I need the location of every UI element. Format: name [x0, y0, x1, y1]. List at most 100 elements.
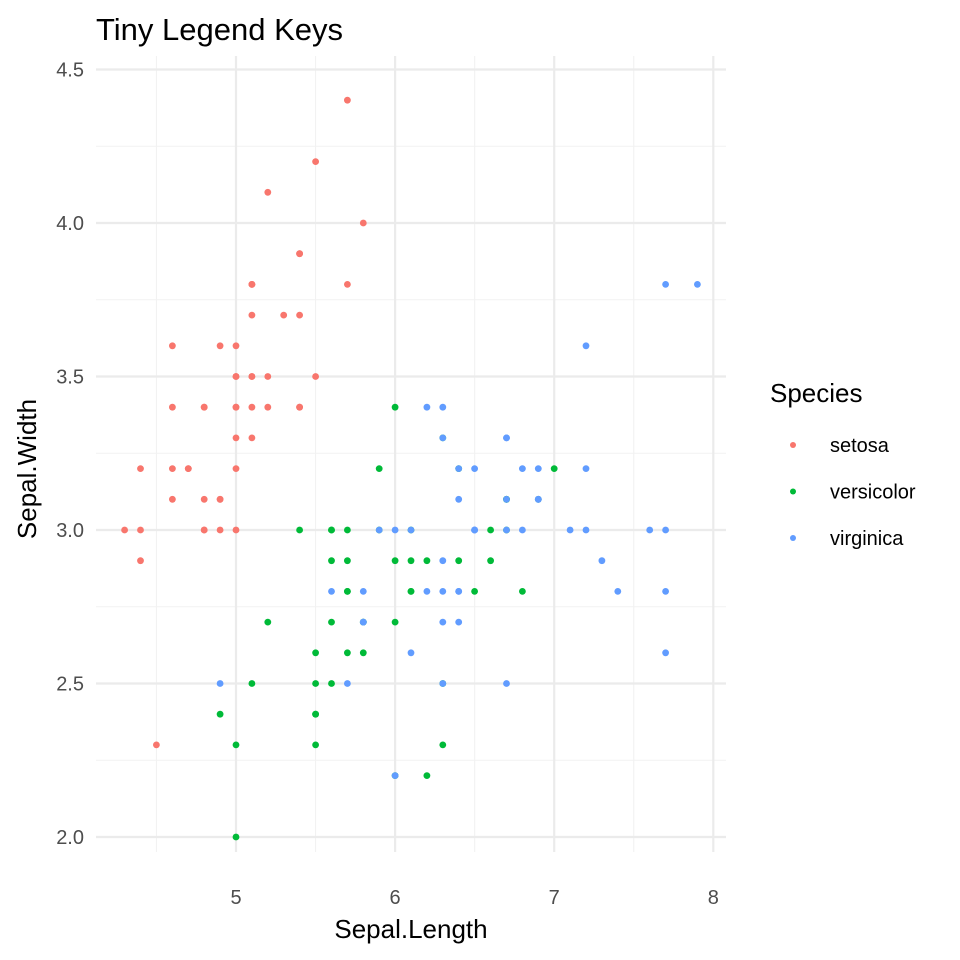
data-point-setosa	[264, 373, 272, 380]
data-point-setosa	[248, 373, 256, 380]
data-point-versicolor	[312, 680, 319, 687]
legend-label-versicolor: versicolor	[830, 482, 916, 504]
data-point-virginica	[471, 526, 478, 534]
legend-key-versicolor	[790, 488, 796, 495]
data-point-virginica	[423, 403, 431, 411]
data-point-setosa	[248, 281, 256, 288]
data-point-versicolor	[407, 557, 415, 565]
legend-key-setosa	[790, 442, 796, 448]
data-point-virginica	[216, 680, 224, 687]
data-point-virginica	[439, 434, 447, 442]
y-tick-label: 4.0	[56, 213, 84, 235]
data-point-versicolor	[312, 649, 319, 657]
data-point-versicolor	[550, 465, 558, 472]
data-point-virginica	[455, 618, 463, 626]
data-point-virginica	[662, 281, 669, 288]
data-point-virginica	[662, 526, 669, 534]
data-point-versicolor	[391, 618, 399, 626]
data-point-setosa	[248, 403, 256, 411]
data-point-virginica	[407, 526, 415, 534]
data-point-setosa	[184, 465, 192, 472]
data-point-virginica	[614, 588, 622, 595]
data-point-versicolor	[423, 772, 431, 779]
y-tick-label: 2.5	[56, 674, 84, 696]
data-point-versicolor	[423, 557, 431, 565]
data-point-setosa	[232, 373, 240, 380]
legend-key-virginica	[790, 535, 796, 541]
data-point-versicolor	[312, 710, 319, 718]
data-point-versicolor	[216, 710, 224, 718]
data-point-setosa	[200, 495, 208, 503]
data-point-setosa	[359, 219, 367, 227]
data-point-virginica	[646, 526, 654, 534]
x-tick-label: 6	[390, 887, 401, 909]
data-point-setosa	[169, 465, 176, 472]
data-point-virginica	[534, 465, 542, 472]
data-point-versicolor	[439, 741, 447, 749]
data-point-virginica	[455, 495, 463, 503]
data-point-versicolor	[455, 557, 463, 565]
legend: Species setosa versicolor virginica	[770, 378, 916, 550]
data-point-setosa	[232, 342, 240, 350]
chart-title: Tiny Legend Keys	[96, 12, 343, 47]
data-point-virginica	[519, 526, 526, 534]
data-point-virginica	[439, 680, 447, 687]
data-point-virginica	[359, 588, 367, 595]
data-point-virginica	[582, 465, 590, 472]
x-tick-label: 7	[549, 887, 560, 909]
data-point-virginica	[471, 465, 478, 472]
data-point-versicolor	[471, 588, 478, 595]
data-point-versicolor	[264, 618, 272, 626]
data-point-setosa	[248, 311, 256, 319]
data-point-virginica	[566, 526, 574, 534]
x-tick-label: 5	[230, 887, 241, 909]
data-point-virginica	[407, 649, 415, 657]
data-point-setosa	[280, 311, 288, 319]
data-point-setosa	[169, 342, 176, 350]
data-point-virginica	[391, 772, 399, 779]
data-point-setosa	[312, 158, 319, 166]
data-point-virginica	[519, 465, 526, 472]
data-point-setosa	[296, 311, 303, 319]
data-point-virginica	[662, 649, 669, 657]
data-point-versicolor	[328, 680, 335, 687]
data-point-setosa	[296, 250, 303, 258]
data-point-setosa	[169, 403, 176, 411]
data-points	[121, 96, 701, 841]
data-point-versicolor	[391, 403, 399, 411]
data-point-virginica	[662, 588, 669, 595]
data-point-setosa	[264, 403, 272, 411]
data-point-setosa	[344, 96, 351, 104]
data-point-versicolor	[344, 526, 351, 534]
data-point-versicolor	[344, 649, 351, 657]
data-point-versicolor	[407, 588, 415, 595]
data-point-versicolor	[344, 557, 351, 565]
y-axis-title: Sepal.Width	[12, 399, 42, 539]
data-point-versicolor	[487, 557, 494, 565]
data-point-setosa	[264, 188, 272, 196]
data-point-virginica	[503, 434, 510, 442]
data-point-versicolor	[232, 741, 240, 749]
data-point-versicolor	[487, 526, 494, 534]
data-point-virginica	[344, 680, 351, 687]
data-point-setosa	[153, 741, 160, 749]
y-tick-label: 2.0	[56, 827, 84, 849]
legend-title: Species	[770, 378, 863, 408]
data-point-virginica	[534, 495, 542, 503]
data-point-virginica	[375, 526, 383, 534]
data-point-virginica	[503, 680, 510, 687]
data-point-virginica	[439, 588, 447, 595]
data-point-versicolor	[375, 465, 383, 472]
y-tick-label: 3.5	[56, 367, 84, 389]
data-point-versicolor	[328, 526, 335, 534]
data-point-setosa	[137, 526, 144, 534]
data-point-versicolor	[296, 526, 303, 534]
data-point-versicolor	[248, 680, 256, 687]
data-point-setosa	[216, 526, 224, 534]
data-point-virginica	[455, 465, 463, 472]
data-point-versicolor	[344, 588, 351, 595]
data-point-setosa	[169, 495, 176, 503]
data-point-versicolor	[519, 588, 526, 595]
data-point-virginica	[503, 526, 510, 534]
data-point-setosa	[137, 557, 144, 565]
